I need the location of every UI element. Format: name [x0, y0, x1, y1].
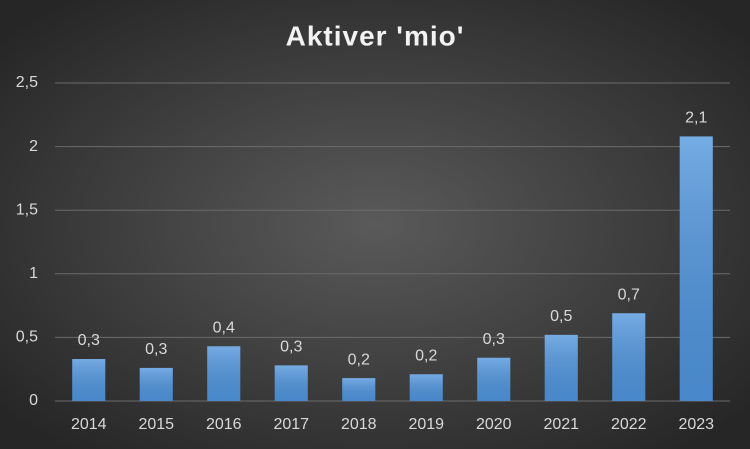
- y-tick-label: 1: [29, 265, 38, 282]
- bar-shading: [612, 313, 646, 401]
- value-label: 0,3: [483, 331, 505, 348]
- x-tick-label: 2019: [408, 416, 444, 433]
- x-tick-label: 2020: [476, 416, 512, 433]
- x-tick-label: 2023: [678, 416, 714, 433]
- x-tick-label: 2016: [206, 416, 242, 433]
- value-label: 0,3: [78, 332, 100, 349]
- x-tick-label: 2018: [341, 416, 377, 433]
- bar-shading: [139, 367, 173, 401]
- bar-shading: [274, 365, 308, 401]
- chart-title: Aktiver 'mio': [286, 20, 465, 51]
- bar-shading: [342, 378, 376, 401]
- value-label: 0,5: [550, 308, 572, 325]
- x-tick-label: 2021: [543, 416, 579, 433]
- y-tick-label: 0: [29, 392, 38, 409]
- value-label: 0,2: [348, 351, 370, 368]
- y-tick-label: 0,5: [16, 329, 38, 346]
- x-tick-label: 2015: [138, 416, 174, 433]
- bar-shading: [409, 374, 443, 401]
- x-tick-label: 2022: [611, 416, 647, 433]
- bar-shading: [477, 357, 511, 401]
- y-tick-label: 2: [29, 138, 38, 155]
- bar-shading: [72, 359, 106, 401]
- value-label: 0,7: [618, 286, 640, 303]
- bar-shading: [679, 136, 713, 401]
- x-tick-label: 2014: [71, 416, 107, 433]
- value-label: 0,3: [145, 341, 167, 358]
- value-label: 0,2: [415, 348, 437, 365]
- bar-shading: [207, 346, 241, 401]
- value-label: 2,1: [685, 110, 707, 127]
- y-tick-label: 1,5: [16, 201, 38, 218]
- bar-shading: [544, 334, 578, 401]
- value-label: 0,4: [213, 320, 235, 337]
- value-label: 0,3: [280, 339, 302, 356]
- x-tick-label: 2017: [273, 416, 309, 433]
- y-tick-label: 2,5: [16, 74, 38, 91]
